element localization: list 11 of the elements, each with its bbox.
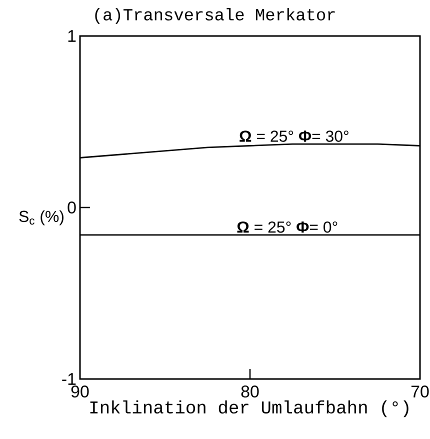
series-label: Ω = 25° Φ= 30° bbox=[240, 130, 348, 142]
y-tick-label: -1 bbox=[62, 373, 76, 385]
series-label: Ω = 25° Φ= 0° bbox=[237, 221, 338, 233]
y-tick-label: 0 bbox=[68, 202, 76, 214]
y-tick-label: 1 bbox=[68, 30, 76, 42]
x-tick-label: 80 bbox=[241, 386, 259, 398]
x-tick-label: 90 bbox=[71, 386, 89, 398]
y-axis-title: S$_{c}$ (%) bbox=[19, 210, 64, 226]
chart-title: (a)Transversale Merkator bbox=[95, 8, 335, 24]
x-tick-label: 70 bbox=[411, 386, 429, 398]
x-axis-title: Inklination der Umlaufbahn (°) bbox=[90, 400, 408, 418]
